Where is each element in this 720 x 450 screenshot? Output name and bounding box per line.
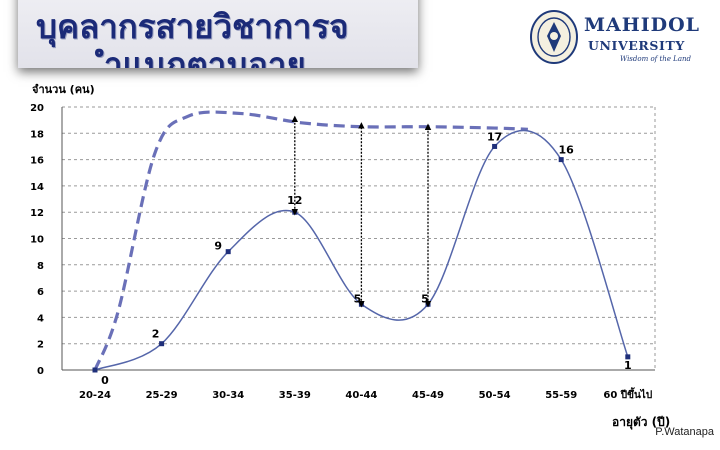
series-line-dashed (93, 110, 528, 371)
y-tick-label: 16 (30, 156, 44, 167)
x-axis-label: อายุตัว (ปี) (612, 415, 670, 430)
page-title-line-1: บุคลากรสายวิชาการจ (36, 7, 349, 46)
data-point (92, 367, 98, 373)
y-axis-label: จำนวน (คน) (32, 83, 95, 96)
data-label: 16 (559, 144, 575, 157)
data-label: 0 (101, 374, 109, 387)
x-tick-label: 60 ปีขึ้นไป (603, 387, 652, 401)
data-label: 2 (152, 328, 160, 341)
data-label: 5 (421, 292, 429, 305)
x-tick-label: 30-34 (212, 390, 244, 401)
data-label: 5 (354, 292, 362, 305)
data-label: 17 (487, 130, 502, 143)
y-tick-label: 4 (37, 313, 44, 324)
y-tick-label: 2 (37, 340, 44, 351)
data-point (159, 341, 165, 347)
x-tick-label: 25-29 (146, 390, 178, 401)
author-credit: P.Watanapa (655, 426, 714, 438)
data-label: 1 (624, 359, 632, 372)
data-labels: 0 2 9 12 5 5 17 16 1 (101, 130, 631, 387)
page-title-line-2: ำแนกตามอายุ (104, 45, 306, 68)
x-tick-label: 45-49 (412, 390, 444, 401)
data-point (225, 249, 231, 255)
y-tick-label: 10 (30, 235, 44, 246)
x-tick-label: 35-39 (279, 390, 311, 401)
x-tick-label: 55-59 (545, 390, 577, 401)
data-point (558, 157, 564, 163)
y-tick-label: 20 (30, 103, 44, 114)
mahidol-seal-icon (530, 10, 578, 64)
y-tick-label: 12 (30, 208, 44, 219)
y-tick-label: 8 (37, 261, 44, 272)
data-point (625, 354, 631, 360)
logo-university: UNIVERSITY (588, 38, 685, 53)
y-tick-label: 14 (30, 182, 44, 193)
y-tick-label: 18 (30, 129, 44, 140)
title-banner: บุคลากรสายวิชาการจ ำแนกตามอายุ (18, 0, 418, 68)
data-point (492, 143, 498, 149)
x-tick-label: 50-54 (479, 390, 511, 401)
data-label: 9 (214, 240, 222, 253)
university-logo: MAHIDOL UNIVERSITY Wisdom of the Land (528, 8, 718, 68)
gap-arrows (291, 115, 432, 308)
series-layer (92, 110, 631, 373)
x-tick-label: 20-24 (79, 390, 111, 401)
data-label: 12 (287, 194, 302, 207)
y-tick-label: 0 (37, 366, 44, 377)
x-tick-label: 40-44 (345, 390, 377, 401)
logo-tagline: Wisdom of the Land (620, 55, 691, 63)
y-tick-label: 6 (37, 287, 44, 298)
logo-name: MAHIDOL (584, 14, 700, 36)
